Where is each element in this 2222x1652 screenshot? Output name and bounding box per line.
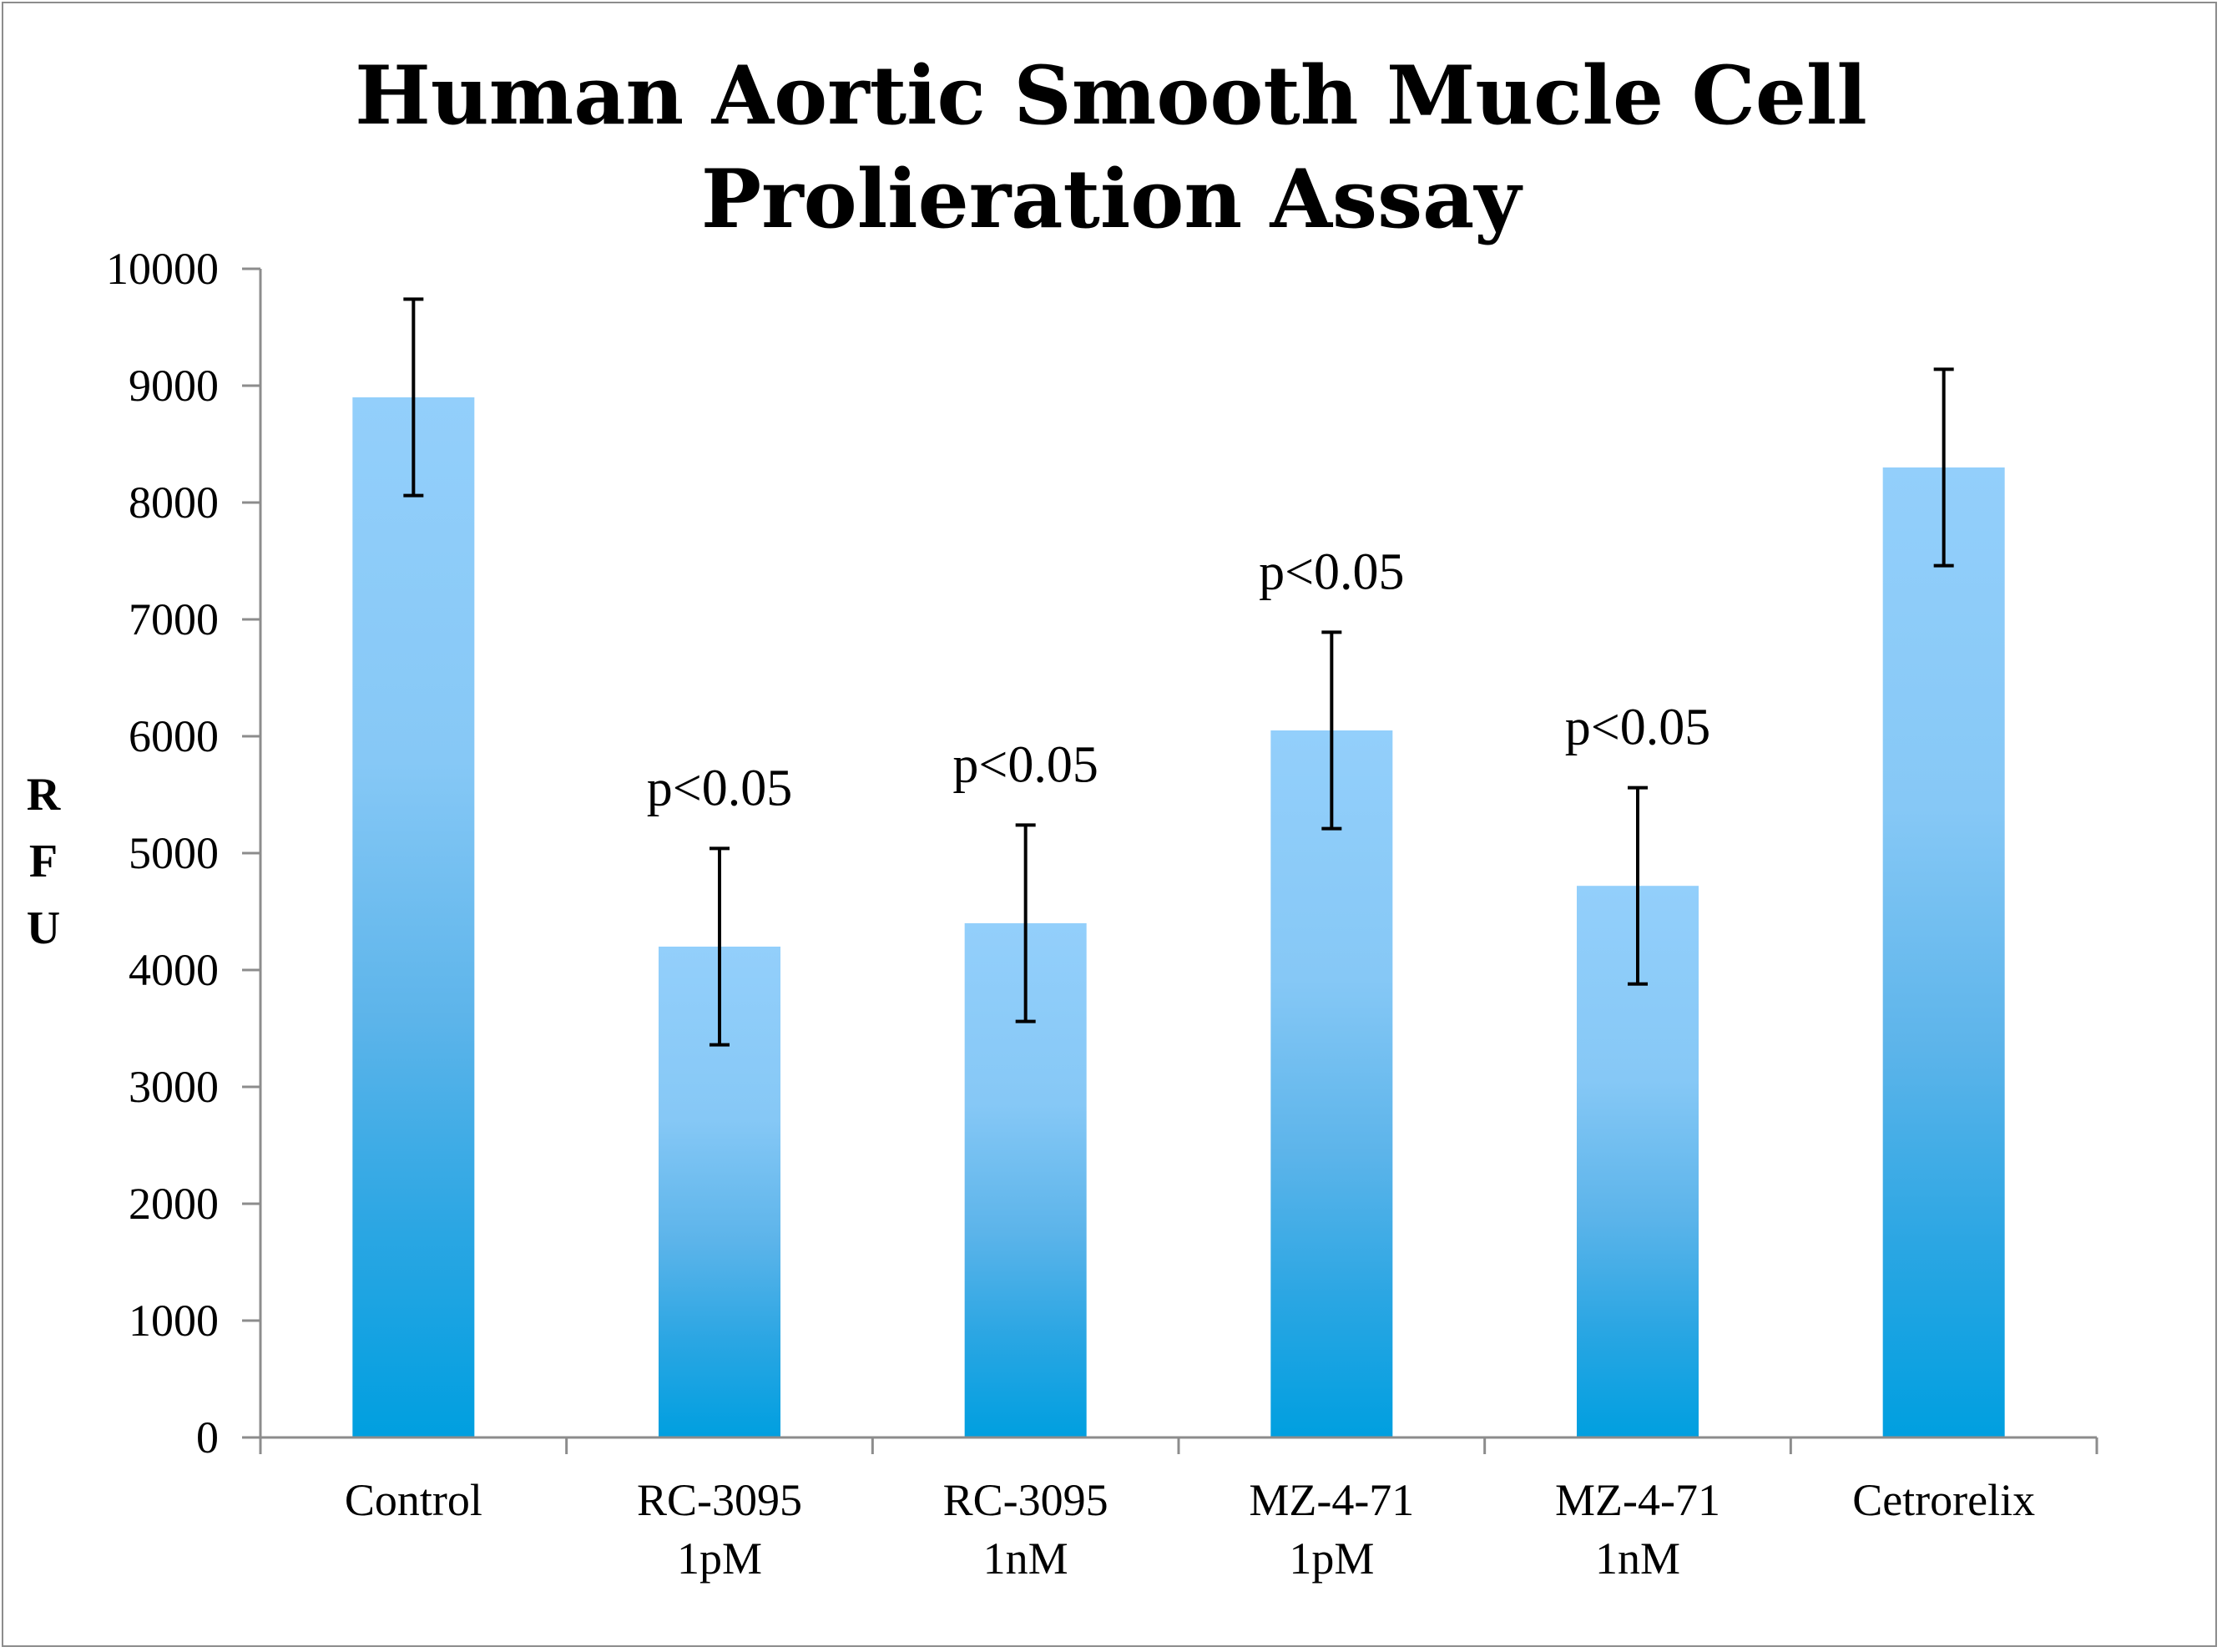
- bar: [1882, 467, 2005, 1437]
- significance-label: p<0.05: [1565, 700, 1710, 756]
- y-tick-label: 9000: [129, 361, 219, 411]
- y-tick-label: 5000: [129, 828, 219, 878]
- y-axis-label-letter: U: [27, 902, 60, 954]
- x-tick-label: 1nM: [1595, 1533, 1680, 1584]
- y-tick-label: 1000: [129, 1296, 219, 1346]
- x-tick-label: RC-3095: [637, 1475, 802, 1525]
- annotations: p<0.05 p<0.05 p<0.05 p<0.05: [647, 543, 1710, 816]
- y-axis-label: RFU: [27, 769, 61, 954]
- bar: [1270, 730, 1393, 1437]
- significance-label: p<0.05: [1259, 543, 1404, 600]
- y-tick-label: 7000: [129, 594, 219, 644]
- x-tick-label: 1pM: [677, 1533, 762, 1584]
- y-tick-label: 3000: [129, 1062, 219, 1112]
- axes: [259, 269, 2098, 1454]
- y-axis-ticks: 0 1000 2000 3000 4000 5000 6000 7000 8000 9000 100…: [106, 244, 260, 1463]
- x-tick-label: MZ-4-71: [1249, 1475, 1414, 1525]
- bar: [352, 397, 475, 1437]
- chart-title-line-2: Prolieration Assay: [701, 152, 1523, 246]
- y-tick-label: 0: [196, 1412, 219, 1463]
- bars: [352, 397, 2005, 1437]
- x-tick-label: RC-3095: [943, 1475, 1108, 1525]
- x-tick-label: Cetrorelix: [1852, 1475, 2035, 1525]
- error-bars: [403, 297, 1954, 1047]
- y-tick-label: 8000: [129, 477, 219, 528]
- y-tick-label: 10000: [106, 244, 219, 294]
- x-tick-label: Control: [345, 1475, 482, 1525]
- y-axis-label-letter: R: [27, 769, 61, 821]
- y-tick-label: 6000: [129, 711, 219, 761]
- x-tick-label: MZ-4-71: [1555, 1475, 1720, 1525]
- chart-title-line-1: Human Aortic Smooth Mucle Cell: [355, 48, 1867, 143]
- y-axis-label-letter: F: [29, 836, 58, 887]
- x-axis-labels: Control RC-3095 1pM RC-3095 1nM MZ-4-71 1pM MZ-…: [345, 1475, 2035, 1584]
- x-tick-label: 1pM: [1289, 1533, 1374, 1584]
- significance-label: p<0.05: [647, 760, 792, 816]
- significance-label: p<0.05: [952, 736, 1098, 793]
- x-tick-label: 1nM: [983, 1533, 1068, 1584]
- y-tick-label: 4000: [129, 945, 219, 995]
- y-tick-label: 2000: [129, 1179, 219, 1229]
